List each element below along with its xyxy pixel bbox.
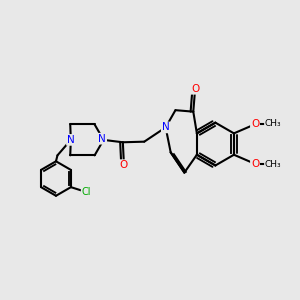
Text: N: N [162,122,170,132]
Text: O: O [251,159,259,169]
Text: CH₃: CH₃ [265,119,281,128]
Text: O: O [251,119,259,129]
Text: N: N [98,134,106,144]
Text: Cl: Cl [82,187,91,196]
Text: CH₃: CH₃ [265,160,281,169]
Text: O: O [191,84,199,94]
Text: N: N [67,135,75,145]
Text: O: O [120,160,128,170]
